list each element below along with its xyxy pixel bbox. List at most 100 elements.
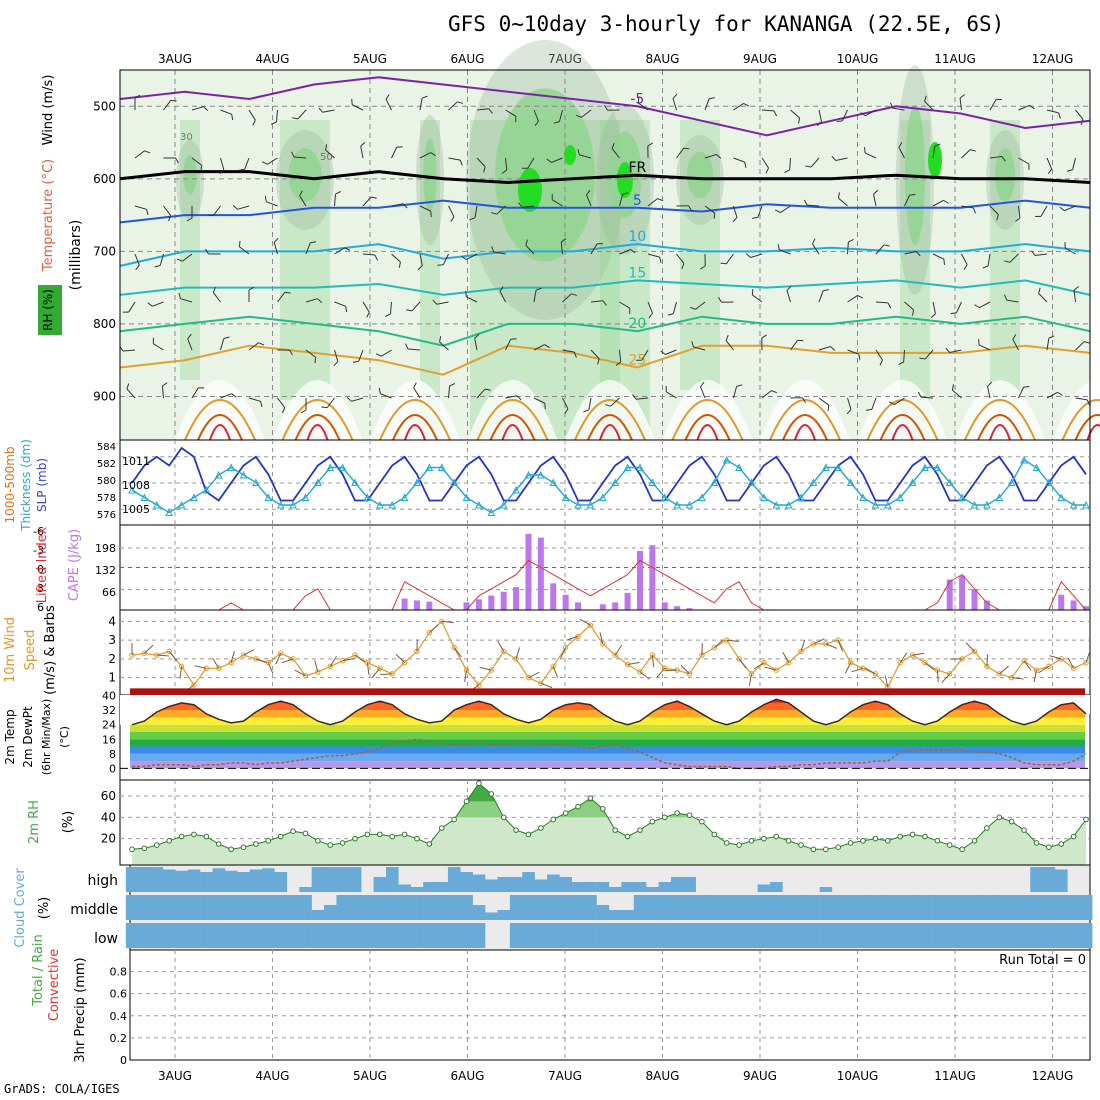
thickness-marker — [797, 493, 805, 501]
isotherm-40 — [599, 424, 621, 441]
surface-wind-barb — [314, 660, 319, 673]
wind-barb-feather — [1001, 156, 1006, 162]
wind-barb-feather — [648, 312, 653, 319]
cloud-bar — [187, 869, 201, 892]
cloud-bar — [658, 895, 672, 920]
wind-barb-shaft — [619, 194, 624, 207]
isotherm-30 — [476, 399, 549, 441]
wind-barb — [924, 95, 934, 111]
wind-barb-shaft — [665, 349, 677, 355]
wind-barb-feather — [501, 169, 508, 174]
wind-barb-shaft — [351, 104, 364, 111]
thickness-marker — [636, 463, 644, 471]
thickness-marker — [276, 500, 285, 509]
wind-barb-feather — [575, 114, 582, 118]
warm-cell — [857, 380, 948, 440]
surface-wind-barb-shaft — [627, 661, 640, 665]
wind-barb-shaft — [562, 397, 569, 409]
wind-barb-feather — [1012, 334, 1017, 340]
wind-barb-shaft — [326, 397, 335, 408]
wind-barb-feather — [743, 103, 750, 107]
wind-barb-shaft — [411, 301, 421, 312]
isotherm-30 — [964, 399, 1036, 441]
wind-tick-label: 3 — [108, 633, 116, 647]
wind-speed-marker — [352, 652, 358, 658]
wind-barb-shaft — [163, 205, 172, 216]
wind-barb — [575, 109, 592, 118]
wind-barb — [875, 349, 883, 366]
warm-cell — [955, 380, 1045, 440]
wind-barb — [191, 157, 203, 172]
wind-barb — [583, 397, 592, 413]
wind-barb-feather — [771, 390, 778, 394]
cloud-bar — [980, 923, 994, 948]
wind-barb-feather — [837, 192, 840, 199]
li-tick-label: 3 — [37, 582, 44, 595]
wind-barb-feather — [1028, 163, 1030, 170]
rh-marker — [785, 838, 792, 844]
wind-barb-feather — [912, 309, 915, 316]
wind-barb-feather — [1031, 250, 1036, 256]
wind-barb-shaft — [864, 152, 877, 159]
wind-barb-shaft — [904, 251, 917, 255]
thickness-marker — [921, 463, 929, 471]
wind-barb — [720, 253, 734, 265]
wind-barb-feather — [178, 292, 181, 299]
wind-barb — [273, 237, 279, 255]
wind-barb-shaft — [267, 157, 278, 165]
wind-barb — [733, 157, 747, 168]
wind-barb-feather — [370, 196, 377, 199]
wind-barb-shaft — [761, 390, 772, 399]
wind-barb-shaft — [1018, 205, 1021, 218]
wind-barb-feather — [168, 215, 172, 222]
wind-barb-shaft — [1046, 338, 1050, 351]
thickness-marker — [487, 508, 496, 516]
wind-barb-feather — [1058, 112, 1061, 119]
rh-marker — [352, 835, 358, 842]
wind-barb — [847, 238, 854, 255]
wind-barb-feather — [321, 406, 328, 409]
wind-barb-shaft — [442, 253, 449, 266]
wind-barb-shaft — [505, 395, 518, 399]
cloud-bar — [745, 923, 758, 948]
wind-barb — [1035, 205, 1048, 217]
wind-barb-feather — [803, 199, 808, 206]
wind-barb-feather — [848, 238, 854, 243]
wind-barb-shaft — [1064, 247, 1076, 255]
cloud-bar — [683, 923, 696, 948]
cloud-bar — [348, 867, 362, 892]
rh-marker — [711, 831, 718, 838]
wind-barb — [1046, 391, 1063, 399]
wind-barb — [220, 109, 234, 121]
rh-marker — [562, 810, 569, 816]
cloud-bar — [621, 910, 634, 920]
cloud-bar — [782, 895, 796, 920]
surface-wind-barb-shaft — [212, 657, 220, 669]
thickness-marker — [314, 478, 322, 486]
wind-barb — [448, 157, 463, 166]
wind-barb — [505, 109, 517, 123]
wind-barb — [577, 149, 592, 159]
wind-barb-shaft — [134, 205, 147, 210]
surface-wind-barb-shaft — [464, 670, 467, 683]
cloud-bar — [125, 867, 139, 892]
cloud-bar — [745, 895, 758, 920]
surface-wind-barb-shaft — [825, 643, 838, 649]
wind-barb-feather — [333, 361, 339, 367]
surface-wind-barb-shaft — [255, 658, 268, 664]
surface-wind-barb — [764, 666, 777, 671]
wind-barb — [818, 397, 830, 411]
wind-barb-feather — [622, 192, 629, 195]
wind-barb-feather — [535, 287, 542, 291]
wind-tick-label: 2 — [108, 652, 116, 666]
wind-barb-shaft — [693, 346, 706, 351]
wind-barb-feather — [784, 169, 790, 174]
wind-barb-shaft — [761, 109, 775, 112]
wind-barb — [163, 205, 172, 222]
bottom-day-label: 8AUG — [646, 1069, 680, 1083]
wind-barb — [704, 97, 715, 111]
wind-barb-feather — [805, 165, 812, 168]
thickness-marker — [908, 478, 917, 486]
wind-barb-feather — [469, 217, 476, 221]
wind-barb-shaft — [448, 205, 455, 217]
